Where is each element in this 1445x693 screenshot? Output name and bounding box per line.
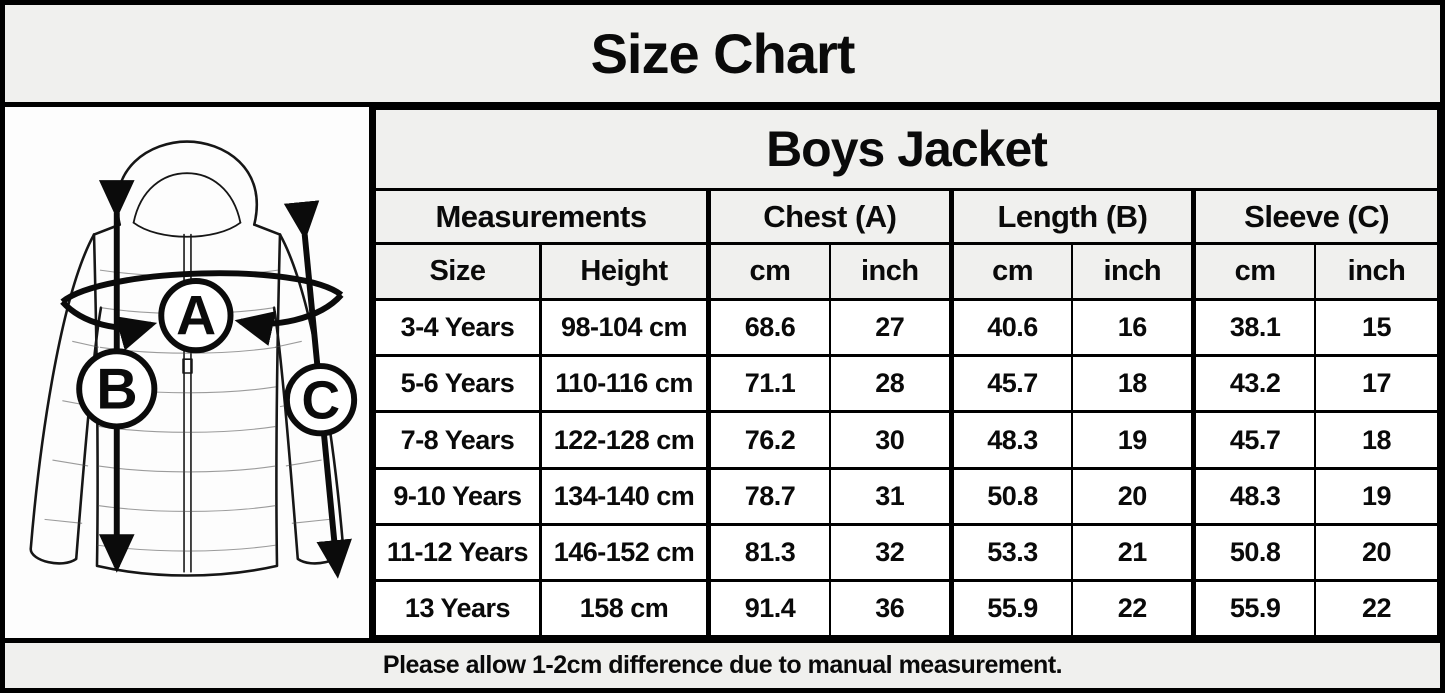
sleeve-cm-cell: 50.8 <box>1192 522 1316 582</box>
sleeve-cm-cell: 45.7 <box>1192 410 1316 470</box>
jacket-shoulders <box>92 223 282 236</box>
height-cell: 122-128 cm <box>538 410 712 470</box>
col-header-size: Size <box>373 242 542 302</box>
jacket-collar <box>132 221 242 238</box>
length-cm-cell: 55.9 <box>949 578 1074 639</box>
jacket-hood <box>116 140 258 226</box>
length-inch-cell: 22 <box>1071 578 1197 639</box>
table-row: 13 Years 158 cm 91.4 36 55.9 22 55.9 22 <box>373 578 1440 639</box>
chest-arrow-right <box>234 292 344 346</box>
length-cm-cell: 53.3 <box>949 522 1074 582</box>
chest-cm-cell: 71.1 <box>707 354 831 414</box>
col-header-chest: Chest (A) <box>706 188 954 246</box>
table-row: 3-4 Years 98-104 cm 68.6 27 40.6 16 38.1… <box>373 298 1440 358</box>
chest-cm-cell: 68.6 <box>707 298 831 358</box>
size-cell: 3-4 Years <box>373 298 542 358</box>
size-cell: 7-8 Years <box>373 410 542 470</box>
sleeve-label: C <box>301 371 339 430</box>
length-label: B <box>96 358 137 422</box>
size-cell: 11-12 Years <box>373 522 542 582</box>
title-bar: Size Chart <box>5 5 1440 107</box>
main-content: A B C Boys Jacket <box>5 106 1440 639</box>
sleeve-cm-cell: 55.9 <box>1192 578 1316 639</box>
chest-cm-cell: 81.3 <box>707 522 831 582</box>
page-title: Size Chart <box>590 22 856 85</box>
length-cm-cell: 45.7 <box>949 354 1074 414</box>
size-cell: 5-6 Years <box>373 354 542 414</box>
size-cell: 9-10 Years <box>373 466 542 526</box>
length-label-circle <box>76 348 158 430</box>
table-row: 7-8 Years 122-128 cm 76.2 30 48.3 19 45.… <box>373 410 1440 470</box>
col-header-sleeve: Sleeve (C) <box>1191 188 1440 246</box>
col-header-length-cm: cm <box>949 242 1074 302</box>
chest-label: A <box>176 284 216 346</box>
jacket-illustration: A B C <box>29 140 358 579</box>
chest-inch-cell: 28 <box>828 354 954 414</box>
sleeve-cm-cell: 48.3 <box>1192 466 1316 526</box>
footer-note-bar: Please allow 1-2cm difference due to man… <box>5 638 1440 688</box>
sleeve-inch-cell: 19 <box>1313 466 1440 526</box>
col-header-sleeve-inch: inch <box>1313 242 1440 302</box>
chest-arrow-left <box>60 299 158 351</box>
sleeve-inch-cell: 18 <box>1313 410 1440 470</box>
length-inch-cell: 16 <box>1071 298 1197 358</box>
col-header-length: Length (B) <box>948 188 1197 246</box>
group-header-row: Measurements Chest (A) Length (B) Sleeve… <box>372 188 1440 246</box>
length-inch-cell: 19 <box>1071 410 1197 470</box>
length-inch-cell: 21 <box>1071 522 1197 582</box>
chest-cm-cell: 91.4 <box>707 578 831 639</box>
jacket-hood-inner <box>132 172 242 224</box>
size-cell: 13 Years <box>373 578 542 639</box>
measurement-arrows: A B C <box>60 180 358 579</box>
table-row: 9-10 Years 134-140 cm 78.7 31 50.8 20 48… <box>373 466 1440 526</box>
size-table: Boys Jacket Measurements Chest (A) Lengt… <box>372 106 1440 639</box>
jacket-diagram-panel: A B C <box>5 107 373 638</box>
length-inch-cell: 18 <box>1071 354 1197 414</box>
sleeve-cm-cell: 38.1 <box>1192 298 1316 358</box>
col-header-measurements: Measurements <box>372 188 712 246</box>
col-header-chest-cm: cm <box>707 242 831 302</box>
product-title: Boys Jacket <box>373 106 1440 192</box>
chest-cm-cell: 78.7 <box>707 466 831 526</box>
height-cell: 146-152 cm <box>538 522 712 582</box>
height-cell: 110-116 cm <box>538 354 712 414</box>
height-cell: 158 cm <box>538 578 712 639</box>
chest-label-circle <box>158 278 234 354</box>
sleeve-inch-cell: 17 <box>1313 354 1440 414</box>
height-cell: 98-104 cm <box>538 298 712 358</box>
length-inch-cell: 20 <box>1071 466 1197 526</box>
sleeve-inch-cell: 22 <box>1313 578 1440 639</box>
sleeve-label-circle <box>283 363 358 437</box>
col-header-chest-inch: inch <box>828 242 954 302</box>
sub-header-row: Size Height cm inch cm inch cm inch <box>373 242 1440 302</box>
size-table-area: Boys Jacket Measurements Chest (A) Lengt… <box>372 106 1440 639</box>
sleeve-inch-cell: 15 <box>1313 298 1440 358</box>
chest-inch-cell: 32 <box>828 522 954 582</box>
chest-cm-cell: 76.2 <box>707 410 831 470</box>
measurement-disclaimer: Please allow 1-2cm difference due to man… <box>382 651 1063 679</box>
chest-inch-cell: 31 <box>828 466 954 526</box>
jacket-sketch <box>29 140 345 577</box>
table-row: 5-6 Years 110-116 cm 71.1 28 45.7 18 43.… <box>373 354 1440 414</box>
length-cm-cell: 50.8 <box>949 466 1074 526</box>
col-header-length-inch: inch <box>1071 242 1197 302</box>
length-cm-cell: 48.3 <box>949 410 1074 470</box>
col-header-sleeve-cm: cm <box>1192 242 1316 302</box>
col-header-height: Height <box>538 242 712 302</box>
table-row: 11-12 Years 146-152 cm 81.3 32 53.3 21 5… <box>373 522 1440 582</box>
product-header-row: Boys Jacket <box>373 106 1440 192</box>
height-cell: 134-140 cm <box>538 466 712 526</box>
sleeve-inch-cell: 20 <box>1313 522 1440 582</box>
chest-inch-cell: 30 <box>828 410 954 470</box>
jacket-zipper-pull <box>182 358 193 374</box>
chest-inch-cell: 36 <box>828 578 954 639</box>
chest-inch-cell: 27 <box>828 298 954 358</box>
sleeve-cm-cell: 43.2 <box>1192 354 1316 414</box>
length-cm-cell: 40.6 <box>949 298 1074 358</box>
